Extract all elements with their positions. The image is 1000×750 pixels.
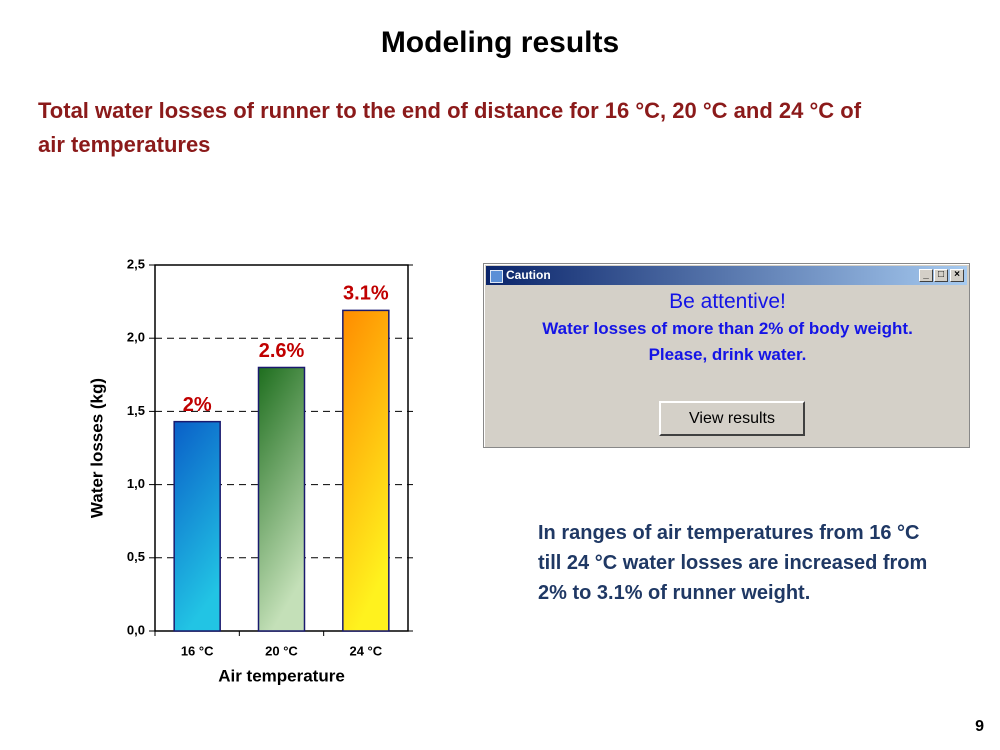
x-tick-label: 20 °C bbox=[265, 643, 298, 658]
subtitle: Total water losses of runner to the end … bbox=[38, 98, 862, 123]
slide-title: Modeling results bbox=[380, 26, 620, 59]
note: In ranges of air temperatures from 16 °C bbox=[538, 522, 920, 544]
y-tick-label: 0,0 bbox=[127, 622, 145, 637]
y-tick-label: 2,5 bbox=[127, 256, 145, 271]
dialog-title: Caution bbox=[506, 268, 551, 282]
close-button[interactable]: × bbox=[950, 269, 964, 282]
chart: 0,0 0,5 1,0 1,5 2,0 2,5 Water losses (kg) Air t… bbox=[87, 256, 413, 685]
dialog-line: Please, drink water. bbox=[648, 345, 807, 364]
bar bbox=[173, 420, 221, 632]
dialog-line: Water losses of more than 2% of body wei… bbox=[542, 319, 913, 338]
bar-annotation: 2% bbox=[183, 394, 212, 416]
y-tick-label: 2,0 bbox=[127, 330, 145, 345]
x-tick-label: 16 °C bbox=[181, 643, 214, 658]
minimize-button[interactable]: _ bbox=[919, 269, 933, 282]
bar bbox=[257, 366, 306, 632]
subtitle: air temperatures bbox=[38, 132, 211, 157]
note: 2% to 3.1% of runner weight. bbox=[538, 582, 811, 604]
dialog-title-bar: Caution _ □ × bbox=[486, 266, 967, 285]
note: till 24 °C water losses are increased fr… bbox=[538, 552, 928, 574]
view-results-button[interactable]: View results bbox=[659, 401, 805, 436]
bar bbox=[342, 309, 390, 632]
dialog: Caution _ □ × Be attentive! Water losses… bbox=[483, 263, 970, 448]
maximize-button[interactable]: □ bbox=[934, 269, 948, 282]
y-axis-label: Water losses (kg) bbox=[87, 378, 106, 518]
y-tick-label: 0,5 bbox=[127, 549, 145, 564]
bar-annotation: 2.6% bbox=[259, 340, 305, 362]
dialog-icon bbox=[490, 270, 503, 283]
dialog-heading: Be attentive! bbox=[669, 290, 786, 313]
bar-annotation: 3.1% bbox=[343, 283, 389, 305]
y-tick-label: 1,5 bbox=[127, 403, 145, 418]
y-tick-label: 1,0 bbox=[127, 476, 145, 491]
x-tick-label: 24 °C bbox=[349, 643, 382, 658]
x-axis-label: Air temperature bbox=[218, 666, 345, 685]
page-number: 9 bbox=[975, 718, 984, 735]
